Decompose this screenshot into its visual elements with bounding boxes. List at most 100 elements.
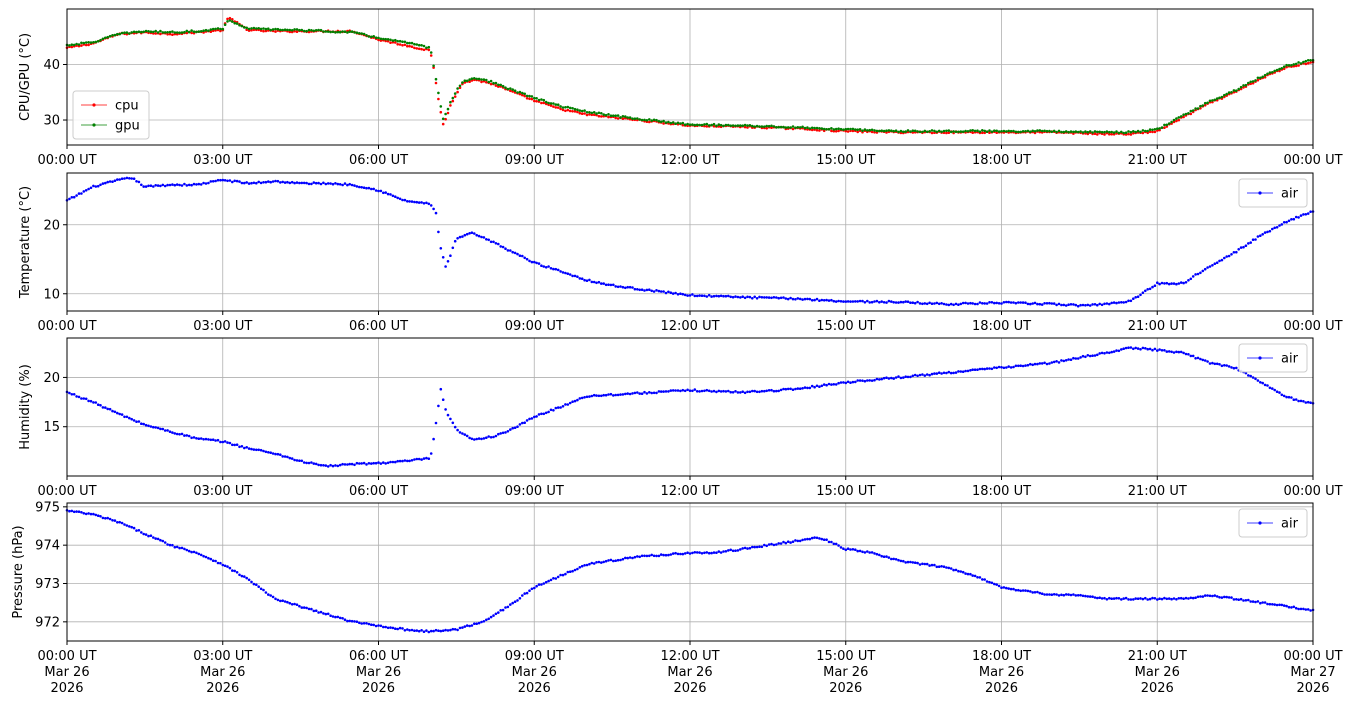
data-point [1177,282,1181,285]
data-point [890,129,893,132]
data-point [1187,112,1190,115]
data-point [310,607,313,611]
data-point [1309,401,1312,405]
legend-swatch-marker [1258,521,1262,525]
data-point [485,81,488,84]
data-point [1194,596,1197,599]
data-point [822,383,826,386]
data-point [1297,399,1300,403]
data-point [633,391,637,395]
data-point [1249,241,1252,244]
data-point [1285,65,1288,69]
data-point [559,573,562,577]
data-point [525,257,529,261]
data-point [556,103,560,106]
data-point [542,265,546,268]
data-point [1105,302,1109,305]
data-point [75,395,78,398]
data-point [715,551,718,554]
data-point [1115,130,1118,133]
data-point [113,179,117,182]
data-point [1098,596,1101,599]
data-point [283,181,287,184]
data-point [501,84,505,88]
data-point [1208,99,1212,103]
x-tick-label: 00:00 UT [37,319,96,334]
data-point [686,294,689,297]
data-point [302,181,306,185]
data-point [422,630,426,633]
data-point [1000,302,1003,305]
data-point [427,48,431,52]
data-point [763,125,766,128]
data-point [204,555,208,559]
data-point [1100,351,1104,355]
data-point [832,383,836,386]
data-point [1306,608,1310,611]
data-point [259,448,263,452]
data-point [523,592,526,595]
data-point [101,406,105,409]
data-point [130,525,133,529]
data-point [770,388,773,392]
data-point [324,182,328,186]
data-point [106,35,109,39]
data-point [96,403,100,407]
data-point [501,245,505,249]
data-point [1261,381,1264,385]
data-point [1088,130,1092,133]
data-point [902,130,905,134]
data-point [700,294,704,298]
data-point [851,129,855,133]
data-point [887,129,891,132]
y-tick-label: 20 [43,218,60,233]
data-point [530,587,534,591]
data-point [223,179,227,182]
data-point [178,31,181,34]
data-point [604,559,608,563]
data-point [616,285,620,289]
data-point [882,129,886,133]
data-point [341,183,344,187]
data-point [554,106,558,109]
data-point [70,43,74,46]
data-point [549,104,553,107]
data-point [789,387,792,391]
data-point [600,115,603,118]
data-point [664,121,668,124]
data-point [180,432,184,436]
data-point [983,578,986,581]
data-point [1223,256,1226,260]
data-point [92,41,95,44]
data-point [1029,130,1032,133]
data-point [456,628,459,632]
data-point [949,302,953,306]
data-point [329,182,332,185]
data-point [355,185,359,188]
data-point [640,118,644,122]
data-point [925,302,929,306]
data-point [1163,126,1166,129]
data-point [1014,364,1018,368]
data-point [358,462,361,465]
y-axis-label: Humidity (%) [18,364,33,450]
data-point [178,546,181,550]
data-point [1024,589,1027,592]
data-point [1033,362,1037,366]
data-point [211,29,215,33]
data-point [837,129,840,133]
data-point [1055,593,1058,596]
data-point [858,299,862,303]
data-point [355,461,359,465]
data-point [87,43,90,47]
data-point [1026,589,1030,593]
data-point [906,129,910,132]
data-point [80,511,83,514]
data-point [1007,300,1010,304]
data-point [99,183,102,187]
data-point [719,294,723,298]
data-point [343,30,347,33]
data-point [178,433,181,436]
data-point [681,121,685,125]
data-point [1187,279,1190,282]
